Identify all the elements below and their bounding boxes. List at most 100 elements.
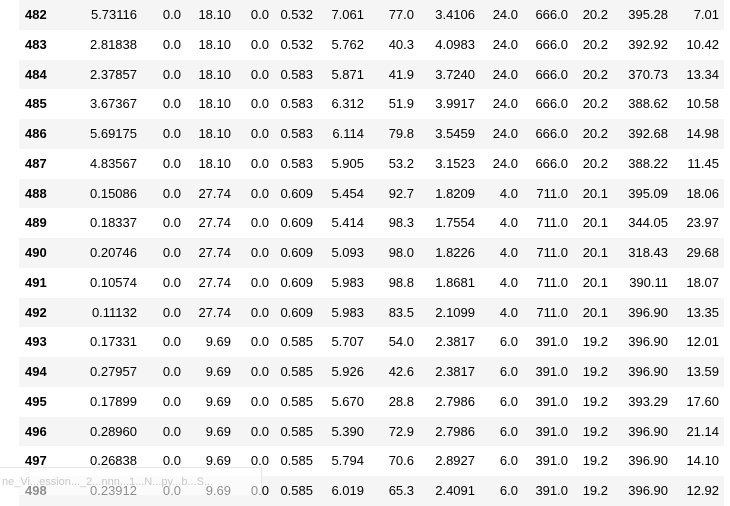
table-cell: 0.609 — [274, 178, 318, 209]
table-cell: 5.762 — [318, 29, 369, 60]
table-cell: 20.2 — [573, 119, 613, 149]
table-cell: 13.35 — [673, 297, 724, 328]
table-cell: 666.0 — [523, 59, 573, 90]
table-cell: 5.983 — [318, 297, 369, 328]
taskbar-tab-label: ne_Vi...ession..._2...nnn...1...N...py..… — [2, 476, 214, 488]
table-cell: 4.0 — [480, 208, 523, 238]
table-cell: 392.68 — [613, 119, 673, 149]
table-cell: 391.0 — [523, 416, 573, 447]
table-cell: 6.0 — [480, 446, 523, 476]
table-cell: 666.0 — [523, 0, 573, 30]
table-cell: 391.0 — [523, 327, 573, 357]
table-cell: 0.0 — [142, 59, 186, 90]
table-cell: 2.7986 — [419, 416, 480, 447]
table-cell: 19.2 — [573, 446, 613, 476]
table-cell: 344.05 — [613, 208, 673, 238]
table-body: 482 5.73116 0.0 18.10 0.0 0.532 7.061 77.0 3.410… — [19, 0, 724, 506]
table-cell: 0.0 — [142, 148, 186, 179]
table-row: 482 5.73116 0.0 18.10 0.0 0.532 7.061 77.0 3.410… — [19, 0, 724, 30]
table-cell: 0.609 — [274, 208, 318, 238]
table-row: 496 0.28960 0.0 9.69 0.0 0.585 5.390 72.9 2.7986… — [19, 416, 724, 447]
table-cell: 51.9 — [369, 89, 419, 119]
table-cell: 2.4091 — [419, 476, 480, 506]
table-row: 486 5.69175 0.0 18.10 0.0 0.583 6.114 79.8 3.545… — [19, 119, 724, 149]
table-cell: 1.8681 — [419, 267, 480, 298]
table-cell: 2.81838 — [65, 29, 142, 60]
table-cell: 3.7240 — [419, 59, 480, 90]
table-cell: 0.0 — [142, 357, 186, 387]
table-cell: 1.8226 — [419, 238, 480, 268]
table-row: 485 3.67367 0.0 18.10 0.0 0.583 6.312 51.9 3.991… — [19, 89, 724, 119]
table-cell: 0.0 — [236, 238, 274, 268]
table-cell: 5.670 — [318, 386, 369, 417]
table-cell: 5.983 — [318, 267, 369, 298]
table-cell: 79.8 — [369, 119, 419, 149]
table-row: 483 2.81838 0.0 18.10 0.0 0.532 5.762 40.3 4.098… — [19, 29, 724, 60]
table-cell: 0.20746 — [65, 238, 142, 268]
table-cell: 0.583 — [274, 59, 318, 90]
table-cell: 2.37857 — [65, 59, 142, 90]
table-cell: 19.2 — [573, 386, 613, 417]
table-cell: 0.0 — [236, 357, 274, 387]
table-cell: 388.22 — [613, 148, 673, 179]
taskbar-tab[interactable]: ne_Vi...ession..._2...nnn...1...N...py..… — [0, 467, 262, 495]
table-cell: 40.3 — [369, 29, 419, 60]
table-cell: 20.2 — [573, 59, 613, 90]
table-cell: 0.27957 — [65, 357, 142, 387]
table-cell: 18.10 — [186, 29, 236, 60]
table-cell: 5.905 — [318, 148, 369, 179]
table-cell: 395.28 — [613, 0, 673, 30]
table-cell: 666.0 — [523, 89, 573, 119]
table-cell: 0.0 — [236, 208, 274, 238]
table-cell: 0.0 — [236, 297, 274, 328]
table-cell: 53.2 — [369, 148, 419, 179]
table-cell: 0.583 — [274, 89, 318, 119]
table-cell: 0.0 — [236, 119, 274, 149]
table-cell: 396.90 — [613, 327, 673, 357]
table-row: 484 2.37857 0.0 18.10 0.0 0.583 5.871 41.9 3.724… — [19, 59, 724, 90]
table-cell: 18.10 — [186, 89, 236, 119]
table-cell: 0.0 — [236, 416, 274, 447]
table-cell: 24.0 — [480, 29, 523, 60]
table-cell: 5.093 — [318, 238, 369, 268]
table-cell: 4.0 — [480, 297, 523, 328]
table-cell: 0.0 — [142, 297, 186, 328]
table-cell: 20.2 — [573, 148, 613, 179]
table-cell: 9.69 — [186, 327, 236, 357]
table-cell: 20.1 — [573, 297, 613, 328]
table-cell: 28.8 — [369, 386, 419, 417]
table-row: 492 0.11132 0.0 27.74 0.0 0.609 5.983 83.5 2.109… — [19, 297, 724, 328]
table-cell: 2.3817 — [419, 357, 480, 387]
table-row: 495 0.17899 0.0 9.69 0.0 0.585 5.670 28.8 2.7986… — [19, 386, 724, 417]
table-row: 490 0.20746 0.0 27.74 0.0 0.609 5.093 98.0 1.822… — [19, 238, 724, 268]
table-cell: 396.90 — [613, 416, 673, 447]
row-index: 482 — [19, 0, 65, 30]
table-cell: 23.97 — [673, 208, 724, 238]
table-cell: 24.0 — [480, 0, 523, 30]
table-cell: 0.0 — [236, 178, 274, 209]
table-cell: 4.0 — [480, 238, 523, 268]
table-cell: 0.0 — [142, 89, 186, 119]
table-cell: 27.74 — [186, 208, 236, 238]
table-cell: 20.1 — [573, 208, 613, 238]
table-cell: 21.14 — [673, 416, 724, 447]
table-cell: 5.871 — [318, 59, 369, 90]
table-cell: 0.15086 — [65, 178, 142, 209]
table-cell: 6.0 — [480, 416, 523, 447]
table-cell: 1.8209 — [419, 178, 480, 209]
table-cell: 27.74 — [186, 267, 236, 298]
table-cell: 2.3817 — [419, 327, 480, 357]
table-cell: 10.58 — [673, 89, 724, 119]
table-cell: 396.90 — [613, 476, 673, 506]
row-index: 486 — [19, 119, 65, 149]
table-cell: 0.585 — [274, 386, 318, 417]
table-cell: 3.5459 — [419, 119, 480, 149]
table-cell: 0.0 — [142, 208, 186, 238]
table-cell: 4.0983 — [419, 29, 480, 60]
table-cell: 711.0 — [523, 178, 573, 209]
table-cell: 3.67367 — [65, 89, 142, 119]
table-cell: 24.0 — [480, 119, 523, 149]
table-row: 489 0.18337 0.0 27.74 0.0 0.609 5.414 98.3 1.755… — [19, 208, 724, 238]
table-cell: 0.0 — [236, 267, 274, 298]
table-cell: 0.609 — [274, 238, 318, 268]
